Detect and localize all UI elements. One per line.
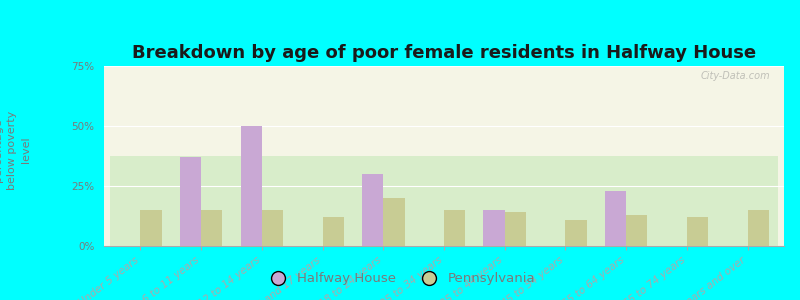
Bar (687, 217, 708, 246)
Bar (241, 126, 262, 246)
Bar (262, 210, 283, 246)
Bar (483, 210, 505, 246)
Bar (626, 215, 647, 246)
Bar (605, 191, 626, 246)
Bar (566, 220, 586, 246)
Title: Breakdown by age of poor female residents in Halfway House: Breakdown by age of poor female resident… (132, 44, 756, 62)
Bar (322, 217, 344, 246)
Bar (180, 157, 201, 246)
Bar (362, 174, 383, 246)
Bar (747, 210, 769, 246)
Legend: Halfway House, Pennsylvania: Halfway House, Pennsylvania (260, 267, 540, 290)
Bar (505, 212, 526, 246)
Text: City-Data.com: City-Data.com (701, 71, 770, 81)
Bar (141, 210, 162, 246)
Bar (383, 198, 405, 246)
Bar (444, 210, 466, 246)
Bar (201, 210, 222, 246)
Text: percentage
below poverty
level: percentage below poverty level (0, 110, 31, 190)
